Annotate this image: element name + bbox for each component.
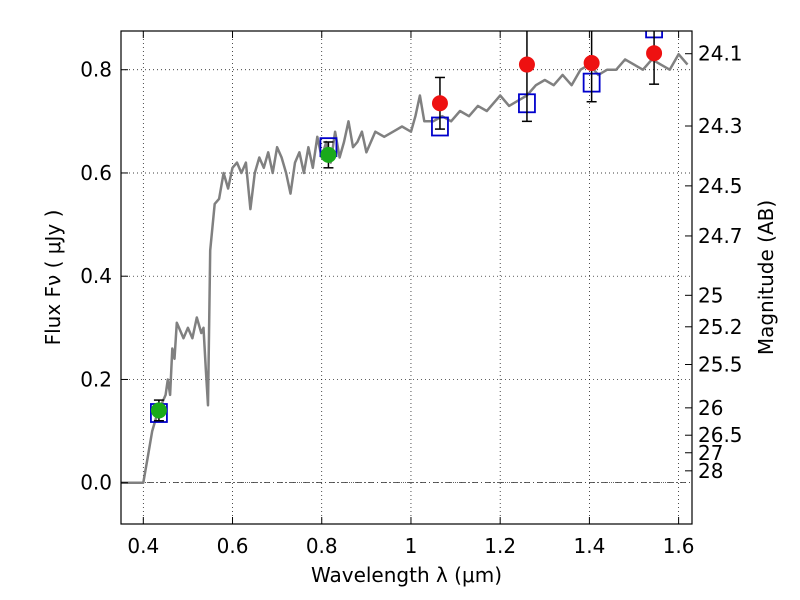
right-tick-label: 24.3 bbox=[698, 114, 743, 138]
observed-point-red bbox=[431, 95, 448, 112]
x-tick-label: 1.4 bbox=[573, 534, 605, 558]
x-tick-label: 0.8 bbox=[306, 534, 338, 558]
grid-lines bbox=[121, 31, 692, 524]
observed-point-red bbox=[518, 56, 535, 73]
y-axis-label-right: Magnitude (AB) bbox=[754, 200, 778, 355]
model-spectrum-line bbox=[121, 52, 689, 484]
right-tick-label: 25.5 bbox=[698, 352, 743, 376]
plot-frame bbox=[120, 30, 693, 525]
x-axis-label: Wavelength λ (μm) bbox=[311, 563, 502, 587]
right-tick-label: 26 bbox=[698, 396, 723, 420]
y-tick-label: 0.4 bbox=[80, 264, 112, 288]
x-tick-label: 0.4 bbox=[127, 534, 159, 558]
right-tick-label: 25 bbox=[698, 283, 723, 307]
spectrum-layer bbox=[121, 52, 689, 484]
y-tick-label: 0.6 bbox=[80, 161, 112, 185]
x-tick-label: 0.6 bbox=[217, 534, 249, 558]
axis-ticks: 0.4 0.6 0.8 1 1.2 1.4 1.6 0.0 0.2 0.4 0.6 0.8 24.1 24… bbox=[80, 31, 743, 558]
y-tick-label: 0.0 bbox=[80, 471, 112, 495]
photometry-layer bbox=[150, 31, 663, 423]
x-tick-label: 1.2 bbox=[484, 534, 516, 558]
y-tick-label: 0.8 bbox=[80, 58, 112, 82]
right-tick-label: 27 bbox=[698, 441, 723, 465]
right-tick-label: 24.1 bbox=[698, 42, 743, 66]
right-tick-label: 24.7 bbox=[698, 224, 743, 248]
x-tick-label: 1 bbox=[405, 534, 418, 558]
right-tick-label: 24.5 bbox=[698, 174, 743, 198]
right-tick-label: 26.5 bbox=[698, 423, 743, 447]
right-tick-label: 25.2 bbox=[698, 315, 743, 339]
x-tick-label: 1.6 bbox=[663, 534, 695, 558]
observed-point-red bbox=[583, 55, 600, 72]
right-tick-label: 28 bbox=[698, 459, 723, 483]
y-axis-label-left: Flux Fν ( μJy ) bbox=[41, 210, 65, 346]
observed-point-green bbox=[320, 146, 337, 163]
observed-point-red bbox=[646, 45, 663, 62]
y-tick-label: 0.2 bbox=[80, 367, 112, 391]
observed-point-green bbox=[150, 402, 167, 419]
